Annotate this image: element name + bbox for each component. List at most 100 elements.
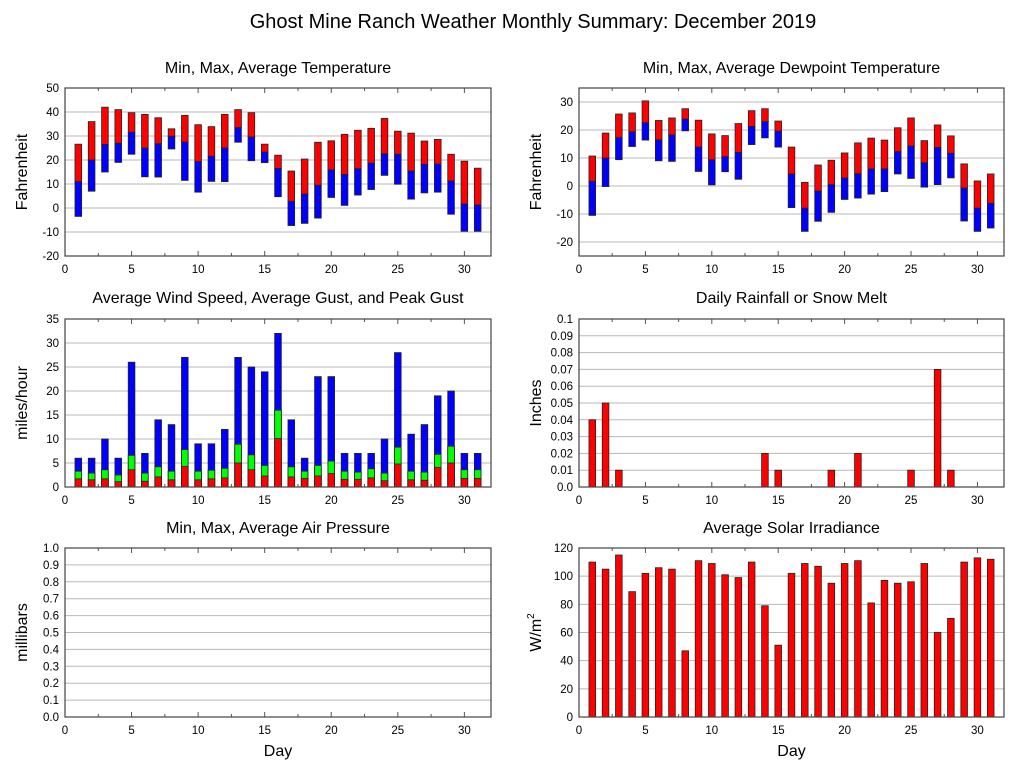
bar-min-to-avg <box>274 167 282 198</box>
bar-average-wind-speed <box>473 477 482 488</box>
bar-average-wind-speed <box>127 469 136 488</box>
bar-avg-to-max <box>394 130 402 155</box>
y-tick-label: 0.03 <box>551 432 573 444</box>
y-tick-label: 0.6 <box>43 611 59 623</box>
bar-avg-to-max <box>854 142 862 175</box>
bar <box>681 650 689 718</box>
x-tick-label: 15 <box>772 725 785 737</box>
y-tick-label: 0.1 <box>43 695 59 707</box>
bar <box>721 574 729 718</box>
bar-min-to-avg <box>434 163 442 193</box>
bar-average-wind-speed <box>460 477 469 488</box>
bar-avg-to-max <box>207 126 216 157</box>
bar-average-wind-speed <box>154 476 162 488</box>
bar-average-wind-speed <box>274 438 282 488</box>
bar-min-to-avg <box>641 122 650 141</box>
chart-title: Daily Rainfall or Snow Melt <box>696 290 888 307</box>
bar-avg-to-max <box>747 110 756 127</box>
x-tick-label: 15 <box>258 725 271 737</box>
bar-avg-to-max <box>167 128 176 137</box>
bar-min-to-avg <box>473 204 482 232</box>
bar-min-to-avg <box>787 173 796 208</box>
bar-avg-to-max <box>434 138 442 165</box>
bar-min-to-avg <box>721 156 729 173</box>
bar-avg-to-max <box>787 146 796 175</box>
bar <box>986 558 995 718</box>
bar-average-wind-speed <box>167 479 176 488</box>
figure-title: Ghost Mine Ranch Weather Monthly Summary… <box>250 11 817 33</box>
plot-frame <box>64 87 492 257</box>
bar-avg-to-max <box>221 114 229 149</box>
bar <box>973 557 982 718</box>
bar <box>708 563 716 718</box>
y-tick-label: 40 <box>46 107 59 119</box>
y-tick-label: 40 <box>560 656 573 668</box>
bar <box>907 469 915 488</box>
bar-average-wind-speed <box>141 480 149 488</box>
y-tick-label: 20 <box>560 684 573 696</box>
bar-avg-to-max <box>947 135 955 154</box>
bar-min-to-avg <box>588 180 597 216</box>
bar-avg-to-max <box>380 118 389 155</box>
bar-average-wind-speed <box>287 476 296 488</box>
bar-average-wind-speed <box>434 466 442 488</box>
x-tick-label: 10 <box>705 264 718 276</box>
plot-frame <box>64 318 492 488</box>
bar-avg-to-max <box>367 127 375 164</box>
x-tick-label: 0 <box>576 495 582 507</box>
x-tick-label: 0 <box>62 725 68 737</box>
y-axis-label: miles/hour <box>14 365 31 439</box>
bar-avg-to-max <box>708 133 716 161</box>
y-tick-label: 0.0 <box>557 482 573 494</box>
x-tick-label: 10 <box>705 495 718 507</box>
y-tick-label: 0.05 <box>551 398 573 410</box>
bar <box>814 565 822 718</box>
x-tick-label: 30 <box>971 495 984 507</box>
bar-avg-to-max <box>114 109 122 144</box>
bar <box>774 469 782 488</box>
y-axis-label: W/m2 <box>526 613 545 652</box>
y-axis-label: Inches <box>528 379 545 426</box>
bar <box>933 632 942 718</box>
bar-min-to-avg <box>74 181 83 217</box>
bar-min-to-avg <box>181 141 189 181</box>
bar <box>734 577 743 718</box>
chart-title: Min, Max, Average Temperature <box>165 60 391 77</box>
y-tick-label: 0.9 <box>43 560 59 572</box>
y-tick-label: 0.09 <box>551 331 573 343</box>
bar <box>827 582 836 718</box>
x-tick-label: 30 <box>458 495 471 507</box>
y-tick-label: 50 <box>46 83 59 95</box>
bar-avg-to-max <box>314 141 322 186</box>
bar-avg-to-max <box>340 133 349 175</box>
x-axis-label: Day <box>264 743 292 760</box>
bar-average-wind-speed <box>87 479 96 488</box>
bar-average-wind-speed <box>420 479 429 488</box>
bar-min-to-avg <box>287 200 296 226</box>
bar-min-to-avg <box>87 159 96 192</box>
bar <box>933 368 942 488</box>
bar-average-wind-speed <box>194 479 202 488</box>
bar-avg-to-max <box>247 112 256 138</box>
x-tick-label: 30 <box>458 264 471 276</box>
bar-min-to-avg <box>894 151 902 175</box>
bar-avg-to-max <box>407 132 415 172</box>
bar-average-wind-speed <box>207 478 216 488</box>
bar-avg-to-max <box>920 140 929 164</box>
bar-min-to-avg <box>654 139 663 162</box>
bar-min-to-avg <box>340 173 349 206</box>
bar-min-to-avg <box>194 161 202 193</box>
bar-min-to-avg <box>933 146 942 186</box>
bar <box>867 602 875 718</box>
bar-avg-to-max <box>840 152 849 179</box>
bar-avg-to-max <box>907 117 915 147</box>
bar-average-wind-speed <box>407 479 415 488</box>
bar <box>668 568 676 718</box>
bar-min-to-avg <box>973 207 982 232</box>
bar-avg-to-max <box>194 124 202 162</box>
bar-avg-to-max <box>473 167 482 206</box>
bar-min-to-avg <box>394 153 402 185</box>
y-tick-label: 80 <box>560 599 573 611</box>
x-tick-label: 0 <box>576 725 582 737</box>
